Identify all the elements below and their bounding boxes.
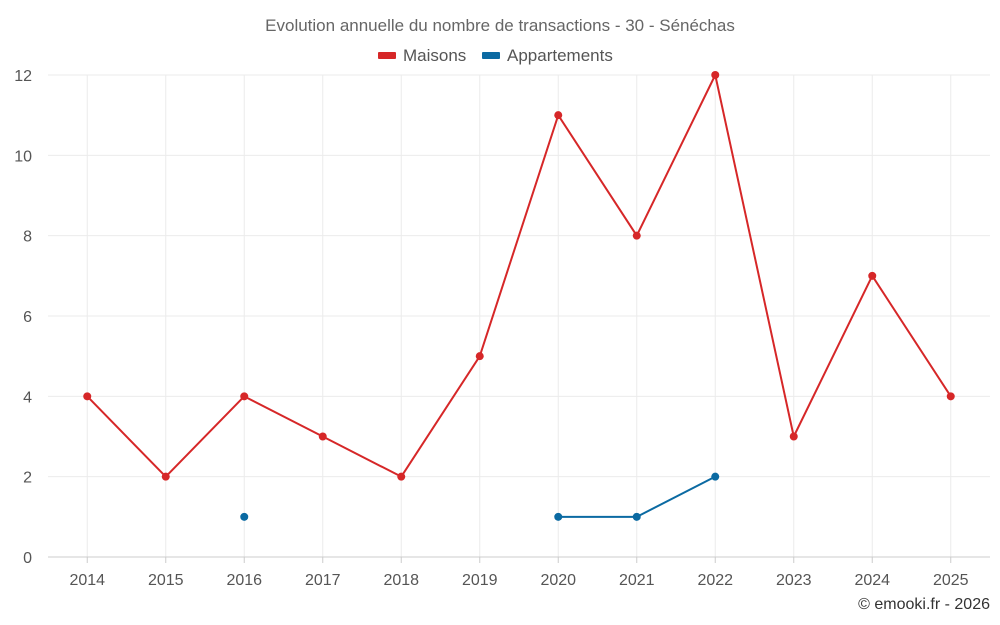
- series-line-maisons: [86, 74, 952, 478]
- y-tick-label: 10: [14, 148, 32, 165]
- legend[interactable]: Maisons Appartements: [378, 46, 613, 65]
- data-point-appartements-2021[interactable]: [632, 512, 641, 521]
- x-tick-label: 2019: [462, 572, 498, 589]
- data-point-maisons-2025[interactable]: [946, 392, 955, 401]
- x-tick-label: 2016: [226, 572, 262, 589]
- data-point-maisons-2016[interactable]: [240, 392, 249, 401]
- x-tick-label: 2021: [619, 572, 655, 589]
- data-point-maisons-2014[interactable]: [83, 392, 92, 401]
- x-tick-label: 2023: [776, 572, 812, 589]
- y-tick-label: 12: [14, 68, 32, 85]
- data-point-maisons-2020[interactable]: [554, 111, 563, 120]
- data-point-appartements-2020[interactable]: [554, 512, 563, 521]
- data-point-maisons-2021[interactable]: [632, 231, 641, 240]
- legend-label-maisons: Maisons: [403, 46, 466, 65]
- legend-item-maisons[interactable]: Maisons: [378, 46, 466, 65]
- y-axis: 0 2 4 6 8 10 12: [14, 68, 32, 567]
- data-point-appartements-2016[interactable]: [240, 512, 249, 521]
- legend-item-appartements[interactable]: Appartements: [482, 46, 613, 65]
- data-point-appartements-2022[interactable]: [711, 472, 720, 481]
- x-axis: 2014 2015 2016 2017 2018 2019 2020 2021 2022 2023…: [48, 556, 990, 589]
- data-point-maisons-2024[interactable]: [868, 271, 877, 280]
- legend-label-appartements: Appartements: [507, 46, 613, 65]
- credit-text: © emooki.fr - 2026: [858, 596, 990, 613]
- data-point-maisons-2017[interactable]: [318, 432, 327, 441]
- series-appartements: [240, 472, 720, 521]
- data-point-maisons-2022[interactable]: [711, 71, 720, 79]
- gridlines: [48, 74, 990, 557]
- x-tick-label: 2017: [305, 572, 341, 589]
- y-tick-label: 6: [23, 309, 32, 326]
- series: [83, 71, 955, 521]
- data-point-maisons-2019[interactable]: [475, 352, 484, 361]
- x-tick-label: 2014: [69, 572, 105, 589]
- x-tick-label: 2015: [148, 572, 184, 589]
- data-point-maisons-2018[interactable]: [397, 472, 406, 481]
- chart-title: Evolution annuelle du nombre de transact…: [265, 16, 735, 35]
- series-maisons: [83, 71, 955, 481]
- y-tick-label: 4: [23, 389, 32, 406]
- y-tick-label: 8: [23, 229, 32, 246]
- x-tick-label: 2020: [540, 572, 576, 589]
- legend-swatch-appartements: [482, 52, 500, 59]
- x-tick-label: 2022: [697, 572, 733, 589]
- data-point-maisons-2023[interactable]: [789, 432, 798, 441]
- legend-swatch-maisons: [378, 52, 396, 59]
- y-tick-label: 2: [23, 470, 32, 487]
- y-tick-label: 0: [23, 550, 32, 567]
- x-tick-label: 2025: [933, 572, 969, 589]
- data-point-maisons-2015[interactable]: [161, 472, 170, 481]
- x-tick-label: 2024: [854, 572, 890, 589]
- x-tick-label: 2018: [383, 572, 419, 589]
